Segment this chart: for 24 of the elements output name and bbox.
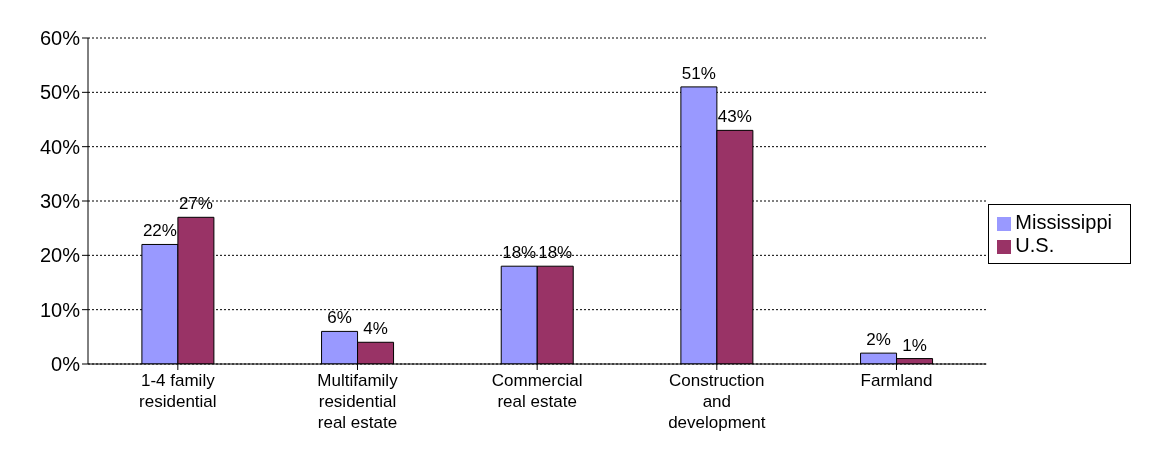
data-label: 1% (902, 335, 927, 355)
x-tick-label: 1-4 family residential (139, 371, 217, 411)
x-tick-label: Multifamily residential real estate (317, 371, 399, 432)
y-tick-label: 40% (39, 135, 81, 158)
data-label: 18% (502, 243, 537, 263)
data-label: 4% (363, 319, 388, 339)
y-tick-label: 60% (39, 27, 81, 50)
data-label: 43% (717, 107, 752, 127)
y-tick-label: 50% (39, 81, 81, 104)
data-label: 22% (142, 221, 177, 241)
data-label: 18% (538, 243, 573, 263)
data-label: 27% (178, 194, 213, 214)
y-tick-label: 0% (51, 353, 81, 376)
data-label: 6% (327, 308, 352, 328)
data-label: 51% (681, 63, 716, 83)
y-tick-label: 20% (39, 244, 81, 267)
data-label: 2% (866, 330, 891, 350)
legend-label: Mississippi (1015, 210, 1112, 233)
legend-label: U.S. (1015, 233, 1055, 256)
x-tick-label: Commercial real estate (491, 371, 583, 411)
x-tick-label: Construction and development (668, 371, 766, 432)
x-tick-label: Farmland (860, 371, 933, 390)
y-tick-label: 30% (39, 190, 81, 213)
y-tick-label: 10% (39, 298, 81, 321)
